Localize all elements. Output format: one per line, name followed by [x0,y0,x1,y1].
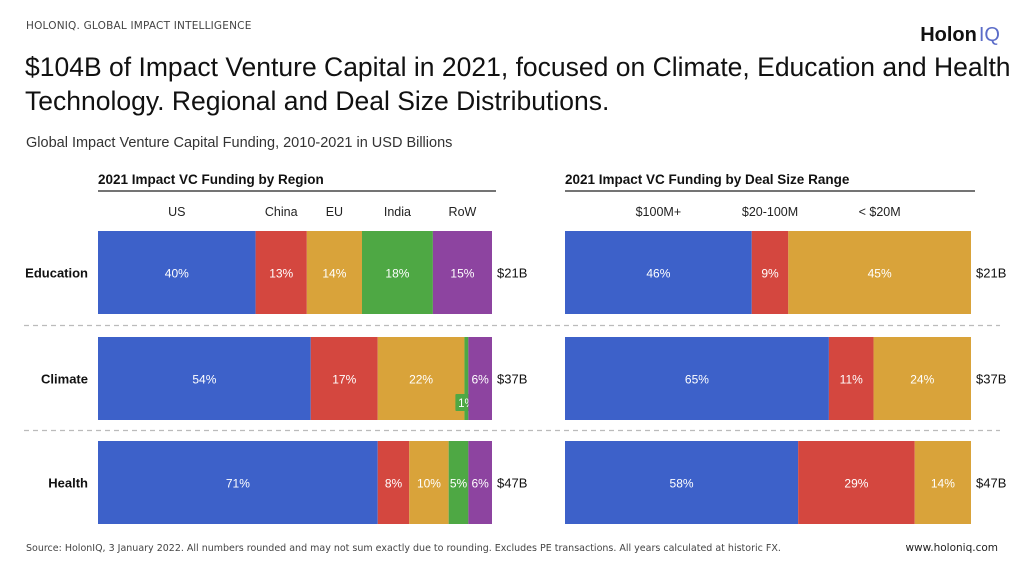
region-label-education-1: 13% [269,267,293,281]
holoniq-logo: Holon IQ [920,24,1000,47]
region-label-health-2: 10% [417,477,441,491]
deal-size-label-climate-1: 11% [840,373,863,387]
category-label-health: Health [48,476,88,491]
region-bar-climate-4 [468,337,492,420]
deal-size-chart-title: 2021 Impact VC Funding by Deal Size Rang… [565,172,850,187]
region-bar-health-1 [377,441,410,524]
region-label-education-4: 15% [450,267,474,281]
deal-size-legend-1: $20-100M [742,205,798,219]
region-label-health-0: 71% [226,477,250,491]
website-link[interactable]: www.holoniq.com [905,542,998,554]
brand-light: IQ [978,24,1000,46]
deal-size-label-education-1: 9% [761,267,779,281]
deal-size-total-climate: $37B [976,372,1006,387]
deal-size-total-health: $47B [976,476,1006,491]
region-bar-climate-1 [310,337,378,420]
region-bar-health-0 [98,441,378,524]
region-bar-climate-0 [98,337,311,420]
region-label-education-3: 18% [385,267,409,281]
deal-size-bar-education-0 [565,231,752,314]
region-legend-2: EU [326,205,343,219]
deal-size-label-climate-0: 65% [685,373,709,387]
region-label-health-4: 6% [472,477,490,491]
region-total-health: $47B [497,476,527,491]
deal-size-bar-climate-0 [565,337,829,420]
brand-bold: Holon [920,24,977,46]
page-subtitle: Global Impact Venture Capital Funding, 2… [26,135,453,151]
region-chart-title: 2021 Impact VC Funding by Region [98,172,324,187]
region-label-education-2: 14% [322,267,346,281]
region-bar-education-2 [306,231,362,314]
source-note: Source: HolonIQ, 3 January 2022. All num… [26,543,781,554]
top-tagline: HOLONIQ. GLOBAL IMPACT INTELLIGENCE [26,20,252,32]
deal-size-legend-0: $100M+ [636,205,682,219]
region-bar-education-0 [98,231,256,314]
deal-size-bar-education-1 [751,231,789,314]
region-label-health-1: 8% [385,477,403,491]
region-total-climate: $37B [497,372,527,387]
region-legend-4: RoW [449,205,477,219]
page-title: $104B of Impact Venture Capital in 2021,… [25,52,1011,116]
deal-size-bar-health-0 [565,441,799,524]
region-label-education-0: 40% [165,267,189,281]
region-legend-3: India [384,205,411,219]
region-label-climate-0: 54% [192,373,216,387]
deal-size-label-education-2: 45% [868,267,892,281]
region-bar-education-4 [432,231,492,314]
deal-size-bar-education-2 [788,231,971,314]
category-label-climate: Climate [41,372,88,387]
deal-size-bar-health-2 [914,441,971,524]
deal-size-label-health-2: 14% [931,477,955,491]
deal-size-label-health-0: 58% [670,477,694,491]
region-bar-climate-3 [464,337,469,420]
region-bar-health-4 [468,441,492,524]
region-label-climate-2: 22% [409,373,433,387]
region-label-health-3: 5% [450,477,468,491]
deal-size-label-climate-2: 24% [910,373,934,387]
region-bar-education-3 [361,231,433,314]
region-legend-1: China [265,205,298,219]
region-label-climate-4: 6% [472,373,490,387]
category-label-education: Education [25,266,88,281]
region-bar-health-2 [409,441,449,524]
region-bar-climate-2 [377,337,465,420]
region-total-education: $21B [497,266,527,281]
region-bar-health-3 [448,441,469,524]
deal-size-bar-climate-2 [873,337,971,420]
deal-size-total-education: $21B [976,266,1006,281]
deal-size-bar-health-1 [798,441,915,524]
deal-size-bar-climate-1 [828,337,874,420]
region-label-climate-1: 17% [332,373,356,387]
deal-size-label-education-0: 46% [646,267,670,281]
deal-size-label-health-1: 29% [844,477,868,491]
region-legend-0: US [168,205,185,219]
region-bar-education-1 [255,231,307,314]
deal-size-legend-2: < $20M [859,205,901,219]
